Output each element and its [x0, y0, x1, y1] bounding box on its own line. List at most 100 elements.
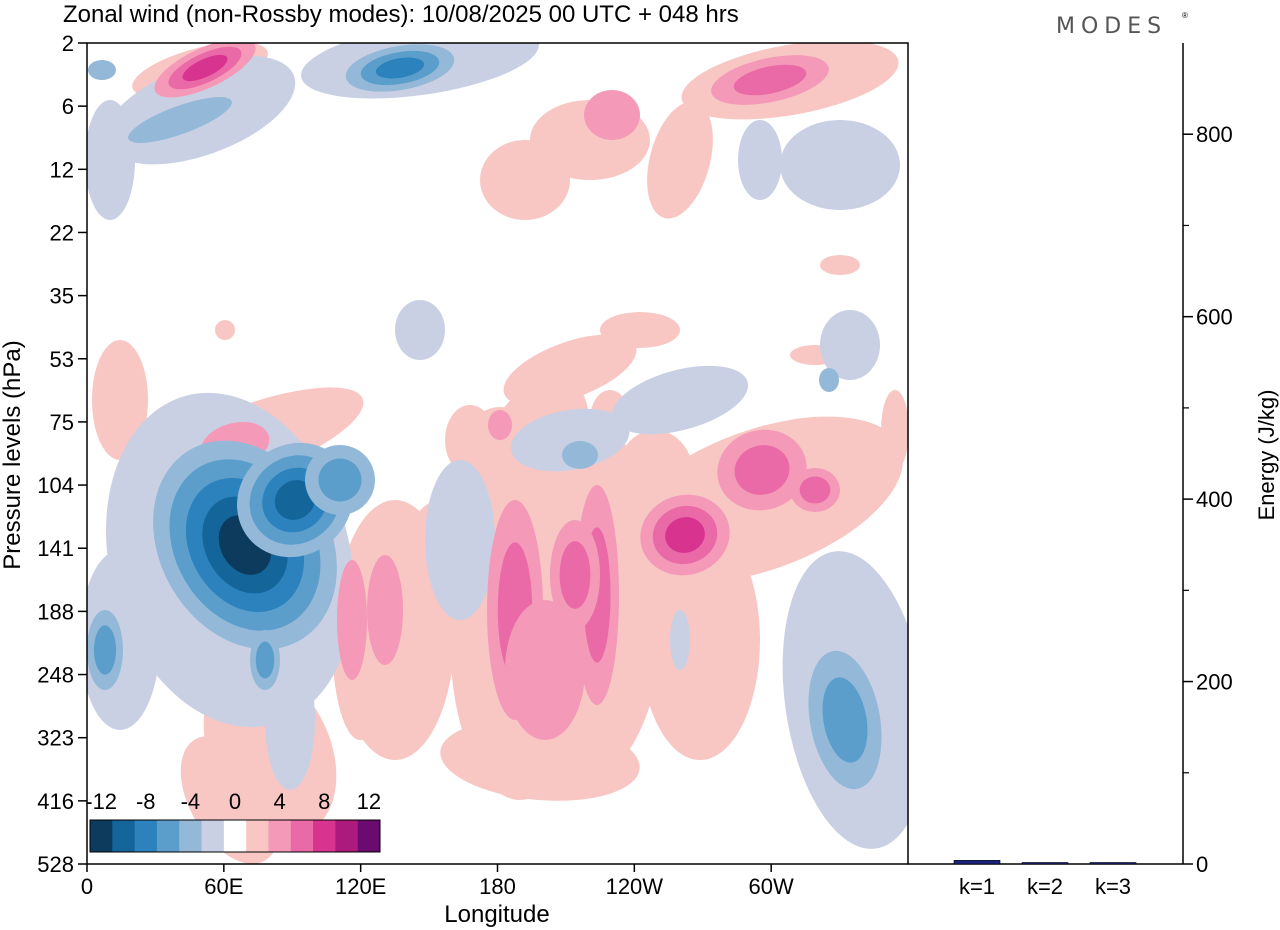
wind-contour: [510, 408, 630, 472]
energy-axis-label: Energy (J/kg): [1254, 390, 1279, 521]
wind-contour: [820, 255, 860, 275]
wind-contour: [820, 310, 880, 380]
y-tick-label: 2: [62, 31, 74, 56]
wind-contour: [87, 100, 135, 220]
wind-contour: [505, 600, 585, 740]
y-tick-label: 323: [37, 726, 74, 751]
energy-bar-label: k=2: [1027, 874, 1063, 899]
wind-contour: [375, 57, 425, 79]
y-tick-label: 104: [37, 473, 74, 498]
x-tick-label: 120E: [335, 874, 386, 899]
colorbar-swatch: [246, 820, 269, 852]
colorbar-swatch: [268, 820, 292, 852]
colorbar-label: -12: [85, 789, 117, 814]
y-tick-label: 35: [50, 284, 74, 309]
wind-contour: [670, 610, 690, 670]
colorbar-swatch: [156, 820, 180, 852]
energy-bar-panel: 0 200 400 600 800 k=1 k=2 k=3: [908, 43, 1233, 899]
wind-contour: [600, 312, 680, 348]
energy-bar: [953, 860, 1001, 865]
wind-contour: [425, 460, 495, 620]
wind-contour: [265, 650, 315, 790]
x-tick-label: 180: [479, 874, 516, 899]
colorbar-label: -8: [136, 789, 156, 814]
energy-bar-label: k=3: [1095, 874, 1131, 899]
wind-contour: [337, 560, 367, 680]
x-tick-label: 0: [81, 874, 93, 899]
y-tick-label: 416: [37, 789, 74, 814]
wind-contour: [738, 120, 782, 200]
y-tick-label: 248: [37, 663, 74, 688]
wind-contour: [93, 625, 117, 675]
y-tick-label: 22: [50, 220, 74, 245]
y-tick-label: 528: [37, 852, 74, 877]
longitude-axis: 0 60E 120E 180 120W 60W: [81, 864, 794, 899]
colorbar-swatch: [313, 820, 336, 852]
colorbar-label: 4: [273, 789, 285, 814]
wind-contour: [88, 60, 116, 80]
energy-tick-label: 200: [1196, 670, 1233, 695]
wind-contour: [780, 120, 900, 210]
x-axis-label: Longitude: [444, 901, 549, 928]
y-tick-label: 53: [50, 347, 74, 372]
wind-contour: [647, 101, 713, 219]
wind-contour: [819, 368, 839, 392]
pressure-axis: 2 6 12 22 35 53 75 104 141 188 248 323 416 528: [37, 31, 87, 877]
energy-bar: [1021, 862, 1069, 865]
x-tick-label: 60E: [204, 874, 243, 899]
wind-contour: [92, 340, 148, 460]
wind-contour: [611, 365, 749, 435]
colorbar-label: 12: [357, 789, 381, 814]
colorbar-label: -4: [181, 789, 201, 814]
colorbar-label: 8: [318, 789, 330, 814]
wind-contour: [734, 445, 790, 495]
colorbar-swatch: [134, 820, 158, 852]
wind-contour: [799, 476, 831, 504]
wind-contour: [584, 90, 640, 140]
energy-tick-label: 600: [1196, 305, 1233, 330]
wind-contour: [128, 97, 232, 143]
wind-contour: [733, 64, 807, 96]
colorbar-swatch: [357, 820, 381, 852]
wind-contour: [559, 541, 591, 609]
colorbar-frame: [89, 819, 381, 853]
colorbar-swatch: [90, 820, 113, 852]
colorbar-swatch: [335, 820, 359, 852]
wind-contour: [182, 54, 228, 82]
wind-contour: [440, 719, 640, 801]
colorbar-swatch: [112, 820, 136, 852]
logo-text: MODES: [1056, 14, 1167, 39]
logo-mark: ®: [1182, 11, 1188, 20]
colorbar-swatch: [290, 820, 314, 852]
energy-tick-label: 400: [1196, 487, 1233, 512]
wind-contour: [255, 641, 275, 679]
colorbar: -12 -8 -4 0 4 8 12: [85, 789, 381, 853]
contour-plot-area: [86, 42, 909, 865]
energy-bar: [1089, 862, 1137, 865]
colorbar-swatch: [179, 820, 203, 852]
wind-contours: [87, 43, 908, 864]
wind-contour: [822, 677, 868, 763]
energy-tick-label: 0: [1196, 852, 1208, 877]
y-tick-label: 6: [62, 94, 74, 119]
chart-title: Zonal wind (non-Rossby modes): 10/08/202…: [63, 1, 739, 28]
wind-contour: [488, 410, 512, 440]
wind-contour: [395, 300, 445, 360]
x-tick-label: 60W: [749, 874, 794, 899]
y-tick-label: 75: [50, 410, 74, 435]
modes-logo: MODES ®: [1056, 11, 1188, 39]
wind-contour: [881, 390, 908, 470]
y-tick-label: 12: [50, 157, 74, 182]
energy-tick-label: 800: [1196, 122, 1233, 147]
wind-contour: [367, 555, 403, 665]
y-axis-label: Pressure levels (hPa): [0, 340, 26, 569]
colorbar-swatch: [223, 820, 247, 852]
wind-contour: [665, 517, 705, 553]
energy-bar-label: k=1: [959, 874, 995, 899]
wind-contour: [215, 320, 235, 340]
y-tick-label: 188: [37, 599, 74, 624]
colorbar-swatch: [201, 820, 225, 852]
wind-contour: [562, 441, 598, 469]
y-tick-label: 141: [37, 536, 74, 561]
